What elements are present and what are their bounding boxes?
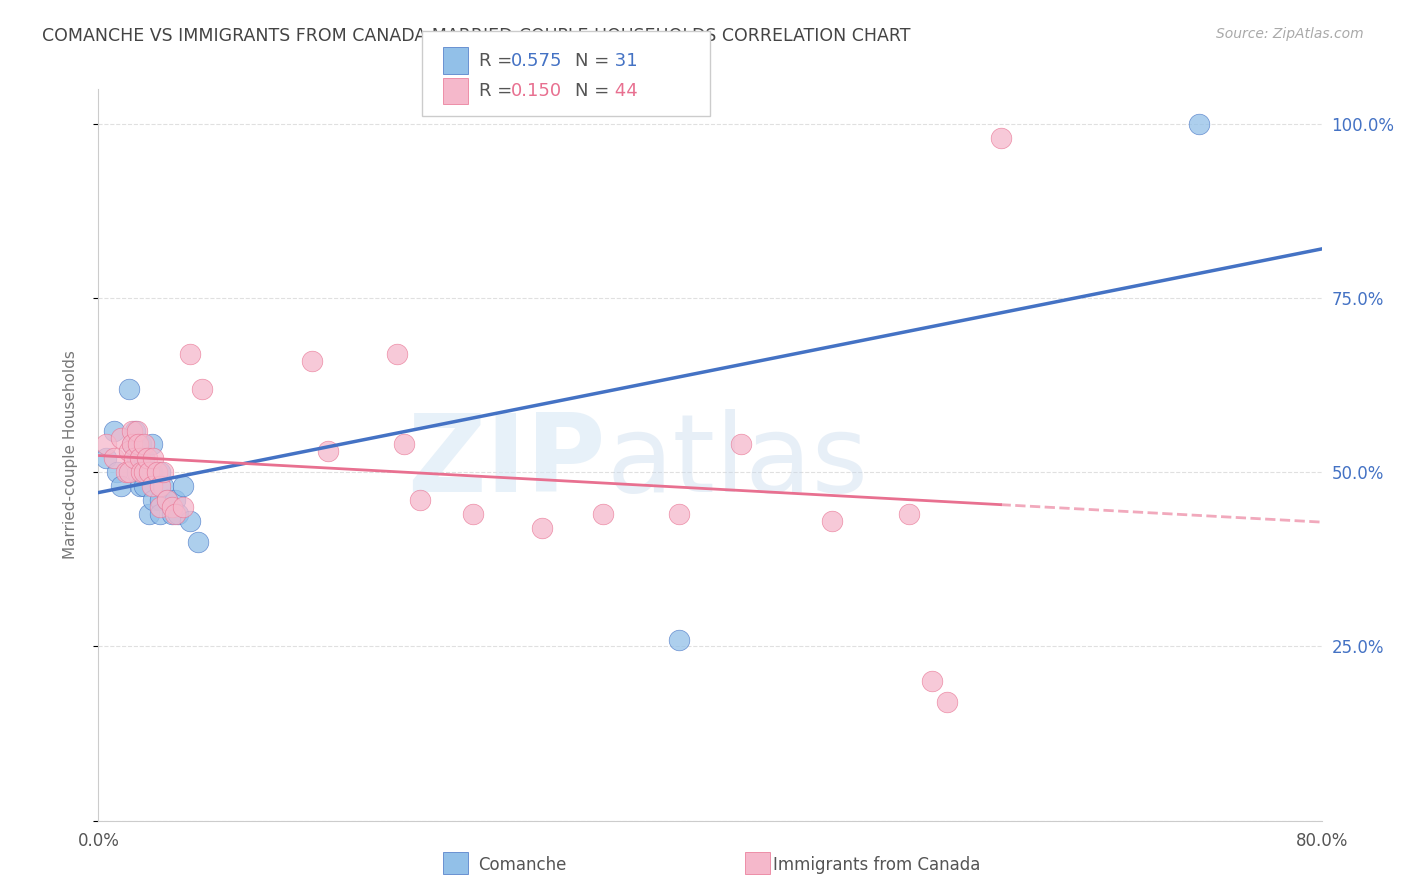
Text: R =: R = bbox=[479, 82, 519, 100]
Point bbox=[990, 131, 1012, 145]
Point bbox=[167, 507, 190, 521]
Point bbox=[103, 451, 125, 466]
Point bbox=[179, 514, 201, 528]
Point bbox=[668, 507, 690, 521]
Point bbox=[1188, 117, 1211, 131]
Point bbox=[124, 424, 146, 438]
Point bbox=[136, 451, 159, 466]
Point bbox=[142, 451, 165, 466]
Point bbox=[127, 437, 149, 451]
Point bbox=[163, 493, 186, 508]
Point bbox=[125, 424, 148, 438]
Point bbox=[897, 507, 920, 521]
Point bbox=[134, 451, 156, 466]
Point bbox=[118, 382, 141, 396]
Text: COMANCHE VS IMMIGRANTS FROM CANADA MARRIED-COUPLE HOUSEHOLDS CORRELATION CHART: COMANCHE VS IMMIGRANTS FROM CANADA MARRI… bbox=[42, 27, 911, 45]
Point bbox=[461, 507, 484, 521]
Point bbox=[141, 479, 163, 493]
Text: Comanche: Comanche bbox=[478, 856, 567, 874]
Point bbox=[149, 507, 172, 521]
Text: 31: 31 bbox=[609, 52, 637, 70]
Point bbox=[160, 500, 183, 515]
Text: 0.150: 0.150 bbox=[510, 82, 561, 100]
Text: 0.575: 0.575 bbox=[510, 52, 562, 70]
Point bbox=[191, 382, 214, 396]
Point bbox=[172, 500, 194, 515]
Point bbox=[134, 437, 156, 451]
Point bbox=[187, 535, 209, 549]
Point bbox=[128, 451, 150, 466]
Point bbox=[408, 493, 430, 508]
Point bbox=[122, 451, 145, 466]
Point bbox=[668, 632, 690, 647]
Point bbox=[392, 437, 416, 451]
Point bbox=[110, 479, 132, 493]
Point bbox=[134, 466, 156, 480]
Point bbox=[94, 437, 117, 451]
Point bbox=[149, 466, 172, 480]
Point bbox=[138, 466, 160, 480]
Point bbox=[179, 347, 201, 361]
Point bbox=[125, 466, 148, 480]
Point bbox=[94, 451, 117, 466]
Point bbox=[125, 451, 148, 466]
Point bbox=[156, 493, 179, 508]
Point bbox=[118, 466, 141, 480]
Y-axis label: Married-couple Households: Married-couple Households bbox=[63, 351, 77, 559]
Point bbox=[134, 479, 156, 493]
Point bbox=[141, 437, 163, 451]
Point bbox=[821, 514, 844, 528]
Point bbox=[149, 493, 172, 508]
Point bbox=[145, 466, 167, 480]
Point bbox=[105, 466, 128, 480]
Text: N =: N = bbox=[575, 82, 614, 100]
Point bbox=[110, 430, 132, 444]
Point bbox=[172, 479, 194, 493]
Point bbox=[530, 521, 553, 535]
Point bbox=[121, 437, 143, 451]
Point bbox=[385, 347, 408, 361]
Point bbox=[103, 424, 125, 438]
Point bbox=[142, 493, 165, 508]
Point bbox=[160, 507, 183, 521]
Point bbox=[301, 354, 323, 368]
Point bbox=[129, 466, 152, 480]
Point bbox=[156, 493, 179, 508]
Text: N =: N = bbox=[575, 52, 614, 70]
Point bbox=[152, 466, 174, 480]
Point bbox=[921, 674, 943, 689]
Point bbox=[149, 479, 172, 493]
Point bbox=[121, 424, 143, 438]
Point bbox=[115, 466, 138, 480]
Point bbox=[936, 695, 959, 709]
Point bbox=[141, 466, 163, 480]
Point bbox=[121, 437, 143, 451]
Text: 44: 44 bbox=[609, 82, 637, 100]
Point bbox=[730, 437, 752, 451]
Point bbox=[129, 437, 152, 451]
Point bbox=[316, 444, 339, 458]
Point bbox=[592, 507, 614, 521]
Point bbox=[128, 479, 150, 493]
Point bbox=[138, 507, 160, 521]
Text: R =: R = bbox=[479, 52, 519, 70]
Point bbox=[136, 466, 159, 480]
Text: ZIP: ZIP bbox=[408, 409, 606, 516]
Text: atlas: atlas bbox=[606, 409, 868, 516]
Point bbox=[149, 500, 172, 515]
Text: Source: ZipAtlas.com: Source: ZipAtlas.com bbox=[1216, 27, 1364, 41]
Point bbox=[152, 479, 174, 493]
Point bbox=[163, 507, 186, 521]
Point bbox=[118, 444, 141, 458]
Text: Immigrants from Canada: Immigrants from Canada bbox=[773, 856, 980, 874]
